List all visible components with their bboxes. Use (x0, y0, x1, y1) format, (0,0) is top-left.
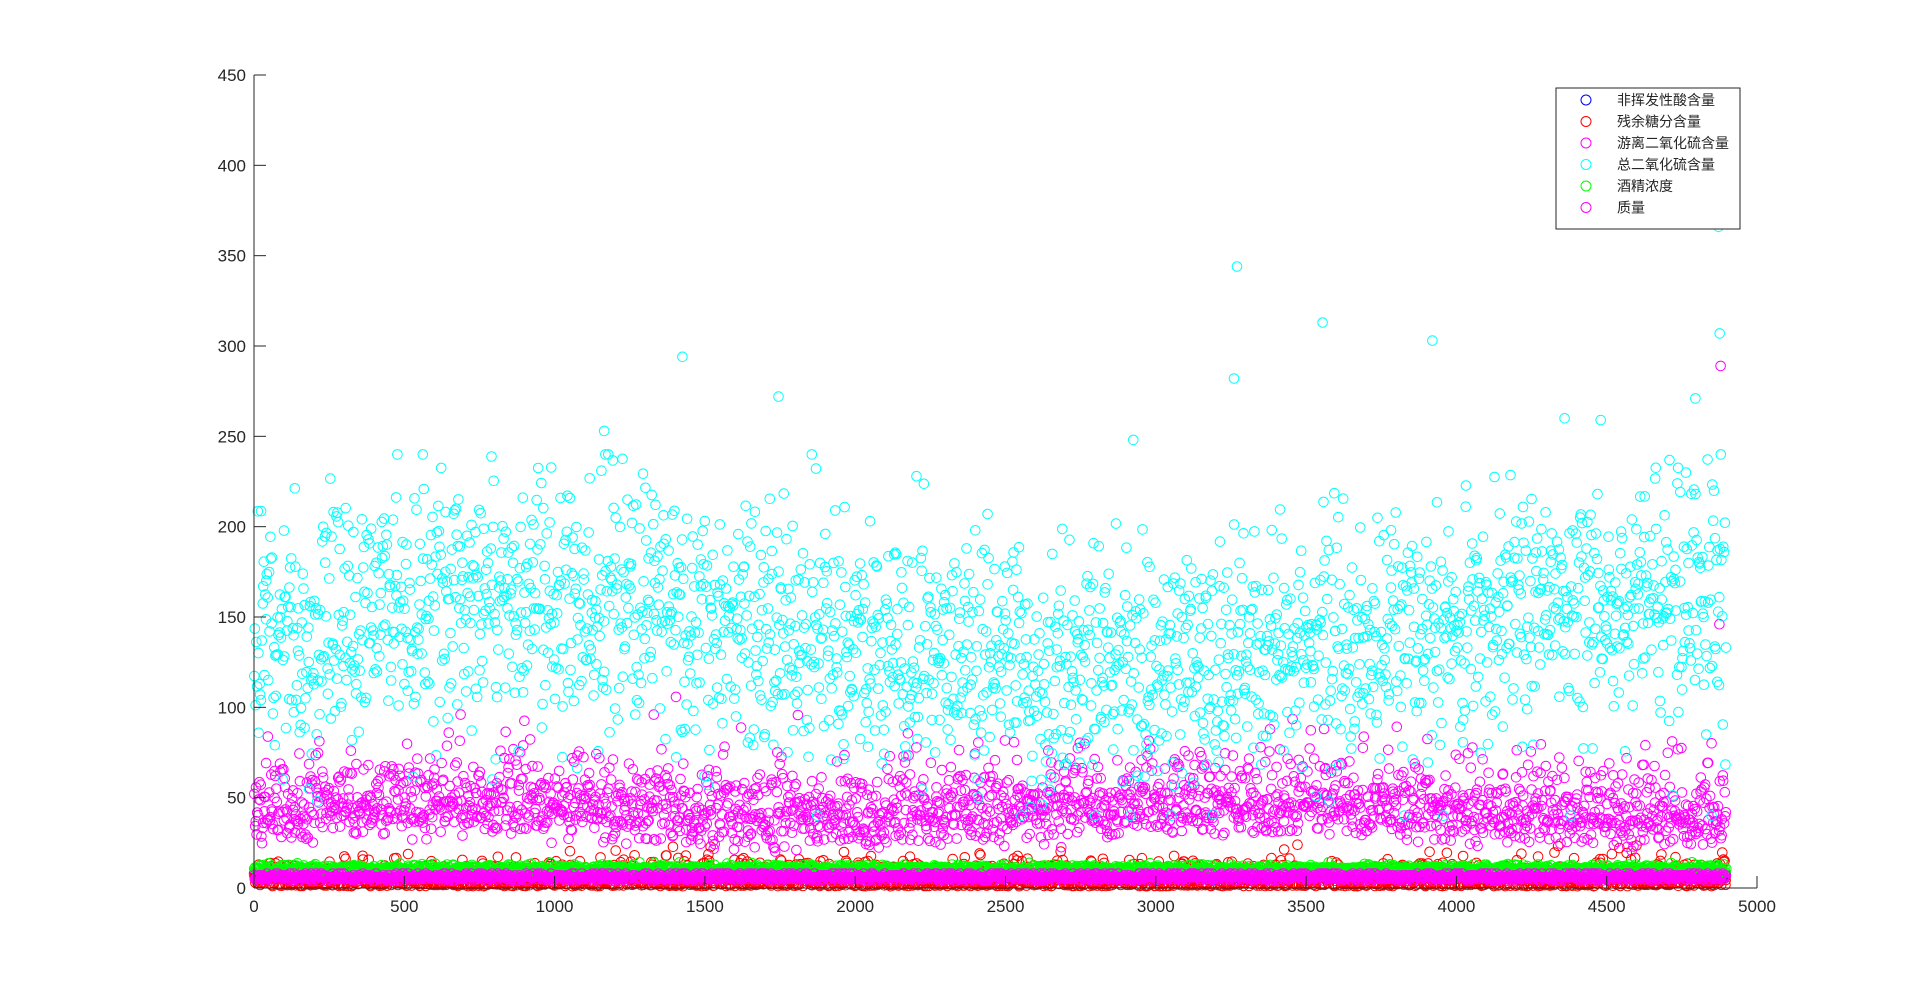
data-point (1532, 851, 1544, 862)
data-point (454, 735, 466, 747)
data-point (564, 845, 576, 857)
data-point (250, 815, 262, 827)
data-point (255, 779, 267, 791)
data-point (1278, 844, 1290, 855)
data-point (256, 837, 268, 849)
data-point (680, 850, 692, 861)
data-point (279, 773, 291, 784)
data-point (1457, 850, 1469, 862)
data-point (425, 823, 437, 835)
data-point (251, 829, 262, 840)
data-point (975, 849, 986, 861)
data-point (458, 770, 469, 782)
data-point (495, 745, 506, 757)
data-point (1292, 839, 1303, 851)
data-point (303, 758, 315, 770)
data-point (334, 821, 346, 832)
data-point (424, 753, 436, 764)
data-point (345, 745, 357, 757)
data-point (974, 848, 985, 859)
data-point (1629, 852, 1641, 864)
data-point (443, 727, 455, 739)
data-point (610, 845, 622, 856)
data-point (262, 731, 274, 742)
data-point (703, 848, 714, 860)
data-point (401, 738, 413, 750)
data-point (252, 809, 264, 821)
data-point (1552, 840, 1564, 852)
data-point (407, 834, 418, 845)
data-point (292, 787, 303, 799)
data-point (457, 830, 468, 841)
data-point (294, 775, 306, 787)
data-point (500, 726, 512, 738)
data-point (423, 769, 434, 781)
data-point (339, 851, 350, 862)
data-point (277, 806, 289, 818)
data-point (274, 806, 285, 818)
data-point (448, 816, 460, 828)
data-point (1614, 842, 1625, 854)
data-point (451, 757, 463, 768)
data-point (271, 796, 283, 808)
data-point (381, 796, 392, 808)
data-point (441, 740, 453, 752)
data-point (256, 831, 267, 842)
points-layer (248, 221, 1732, 892)
data-point (296, 797, 308, 808)
data-point (412, 753, 423, 765)
data-point (435, 826, 447, 838)
data-point (421, 834, 432, 845)
data-point (1656, 849, 1667, 860)
data-point (455, 709, 466, 720)
data-point (1055, 846, 1066, 857)
data-point (274, 758, 286, 770)
data-point (1424, 846, 1435, 858)
data-point (1441, 847, 1453, 859)
data-point (667, 841, 679, 853)
data-point (468, 761, 479, 773)
data-point (1516, 848, 1527, 860)
data-point (1549, 847, 1560, 858)
data-point (266, 806, 278, 817)
series-3 (249, 360, 1732, 857)
data-point (351, 758, 362, 770)
data-point (260, 757, 272, 769)
data-point (838, 846, 850, 858)
data-point (402, 848, 414, 860)
data-point (327, 822, 339, 834)
data-point (254, 776, 265, 788)
data-point (661, 850, 672, 861)
data-point (271, 783, 282, 795)
data-point (492, 851, 504, 863)
data-point (357, 850, 369, 862)
data-point (1168, 850, 1180, 862)
data-point (317, 772, 329, 783)
data-point (403, 762, 415, 773)
data-point (267, 823, 279, 835)
data-point (294, 748, 305, 759)
